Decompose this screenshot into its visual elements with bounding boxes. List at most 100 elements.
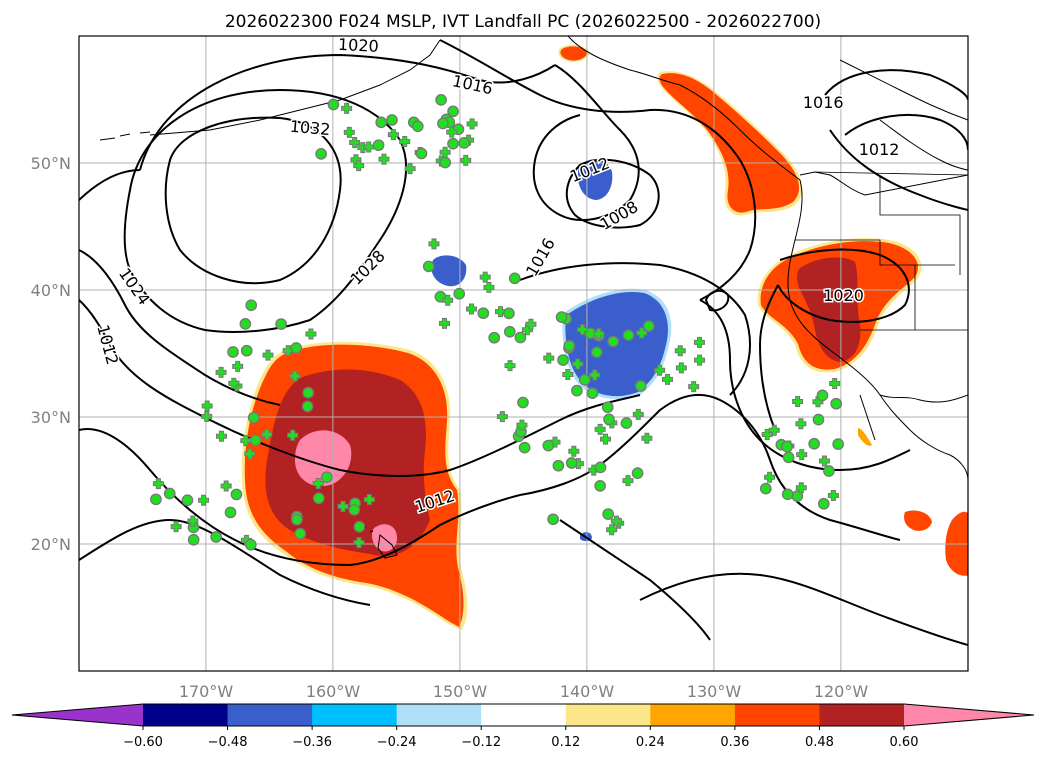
ensemble-marker	[808, 437, 821, 450]
isobar-label: 1016	[803, 93, 844, 112]
ensemble-marker	[477, 307, 490, 320]
ensemble-marker	[514, 331, 527, 344]
ensemble-marker	[586, 387, 599, 399]
ensemble-marker	[227, 346, 239, 358]
ensemble-marker	[563, 339, 576, 352]
colorbar-segment	[312, 704, 398, 726]
ensemble-marker	[294, 527, 307, 540]
ensemble-marker	[239, 318, 252, 330]
colorbar-segment	[143, 704, 229, 726]
lat-tick-label: 30°N	[31, 408, 71, 427]
ensemble-marker	[422, 260, 435, 273]
ensemble-marker	[620, 417, 633, 429]
lat-tick-label: 20°N	[31, 535, 71, 554]
colorbar-segment	[565, 704, 651, 726]
colorbar-segment	[734, 704, 820, 726]
ensemble-marker	[301, 400, 314, 413]
ensemble-marker	[830, 397, 843, 410]
ensemble-marker	[249, 434, 262, 447]
ensemble-marker	[503, 325, 516, 338]
ensemble-marker	[415, 147, 428, 160]
ensemble-marker	[508, 272, 521, 285]
ensemble-marker	[302, 386, 315, 399]
ensemble-marker	[312, 492, 325, 505]
ensemble-marker	[817, 497, 830, 510]
ensemble-marker	[622, 329, 635, 342]
ensemble-marker	[240, 344, 253, 357]
ensemble-marker	[503, 307, 515, 320]
ensemble-marker	[348, 504, 361, 516]
colorbar-tick-label: −0.24	[377, 735, 417, 750]
ensemble-marker	[375, 116, 388, 129]
ensemble-marker	[187, 533, 200, 546]
colorbar-extend-min	[12, 704, 143, 726]
ivt-shading-small-patches	[858, 428, 968, 576]
colorbar-tick-label: 0.12	[551, 735, 580, 750]
ensemble-marker	[590, 346, 603, 359]
ensemble-marker	[781, 488, 794, 501]
ensemble-marker	[290, 342, 303, 354]
ensemble-marker	[552, 459, 565, 472]
colorbar-tick-label: −0.36	[292, 735, 332, 750]
colorbar-extend-max	[904, 704, 1034, 726]
ensemble-marker	[458, 137, 471, 149]
colorbar-tick-labels: −0.60 −0.48 −0.36 −0.24 −0.12 0.12 0.24 0.36 0.4…	[123, 726, 918, 750]
ensemble-marker	[557, 354, 569, 366]
ensemble-marker	[602, 508, 615, 520]
lat-tick-label: 50°N	[31, 154, 71, 173]
ensemble-marker	[453, 287, 466, 300]
ensemble-marker	[578, 373, 591, 386]
colorbar-tick-label: 0.24	[636, 735, 665, 750]
ensemble-marker	[320, 471, 333, 484]
ensemble-marker	[594, 480, 606, 492]
ensemble-marker	[812, 413, 825, 426]
colorbar-segment	[819, 704, 905, 726]
ivt-shading-central-pacific	[241, 341, 468, 630]
isobar-label: 1012	[859, 140, 900, 159]
lon-tick-label: 160°W	[306, 682, 361, 701]
chart-title: 2026022300 F024 MSLP, IVT Landfall PC (2…	[225, 12, 821, 32]
lon-tick-label: 120°W	[814, 682, 869, 701]
isobar-label: 1032	[289, 117, 331, 139]
colorbar-tick-label: −0.12	[461, 735, 501, 750]
lon-tick-label: 170°W	[179, 682, 234, 701]
ensemble-marker	[782, 451, 795, 464]
ensemble-marker	[247, 411, 260, 424]
ensemble-marker	[291, 513, 303, 526]
colorbar	[11, 703, 1035, 727]
ensemble-marker	[224, 506, 237, 519]
ensemble-marker	[565, 457, 578, 469]
ensemble-marker	[447, 105, 459, 118]
lat-tick-label: 40°N	[31, 281, 71, 300]
ensemble-marker	[275, 318, 287, 330]
ensemble-marker	[634, 380, 647, 392]
ensemble-marker	[542, 439, 555, 452]
map-frame	[78, 35, 969, 672]
colorbar-tick-label: 0.36	[720, 735, 749, 750]
isobar-label: 1020	[823, 286, 864, 305]
ivt-shading-alaska-coast	[558, 44, 803, 216]
ensemble-marker	[210, 531, 222, 543]
ensemble-marker	[571, 384, 583, 397]
lon-tick-label: 150°W	[433, 682, 488, 701]
lon-tick-label: 130°W	[687, 682, 742, 701]
colorbar-tick-label: −0.48	[208, 735, 248, 750]
colorbar-segment	[650, 704, 736, 726]
ensemble-marker	[594, 461, 607, 474]
ensemble-marker	[781, 440, 793, 453]
ensemble-marker	[555, 311, 568, 323]
ensemble-marker	[315, 148, 327, 160]
colorbar-segment	[396, 704, 482, 726]
ensemble-marker	[244, 538, 257, 551]
ivt-shading-california	[757, 238, 922, 373]
latitude-tick-labels: 20°N 30°N 40°N 50°N	[31, 154, 71, 554]
ensemble-marker	[411, 120, 424, 133]
ensemble-marker	[150, 493, 162, 506]
ensemble-marker	[439, 156, 452, 169]
ensemble-marker	[372, 139, 385, 152]
ensemble-marker	[517, 396, 529, 409]
ensemble-marker	[607, 335, 620, 348]
ensemble-marker	[386, 114, 398, 126]
ensemble-marker	[181, 494, 194, 507]
